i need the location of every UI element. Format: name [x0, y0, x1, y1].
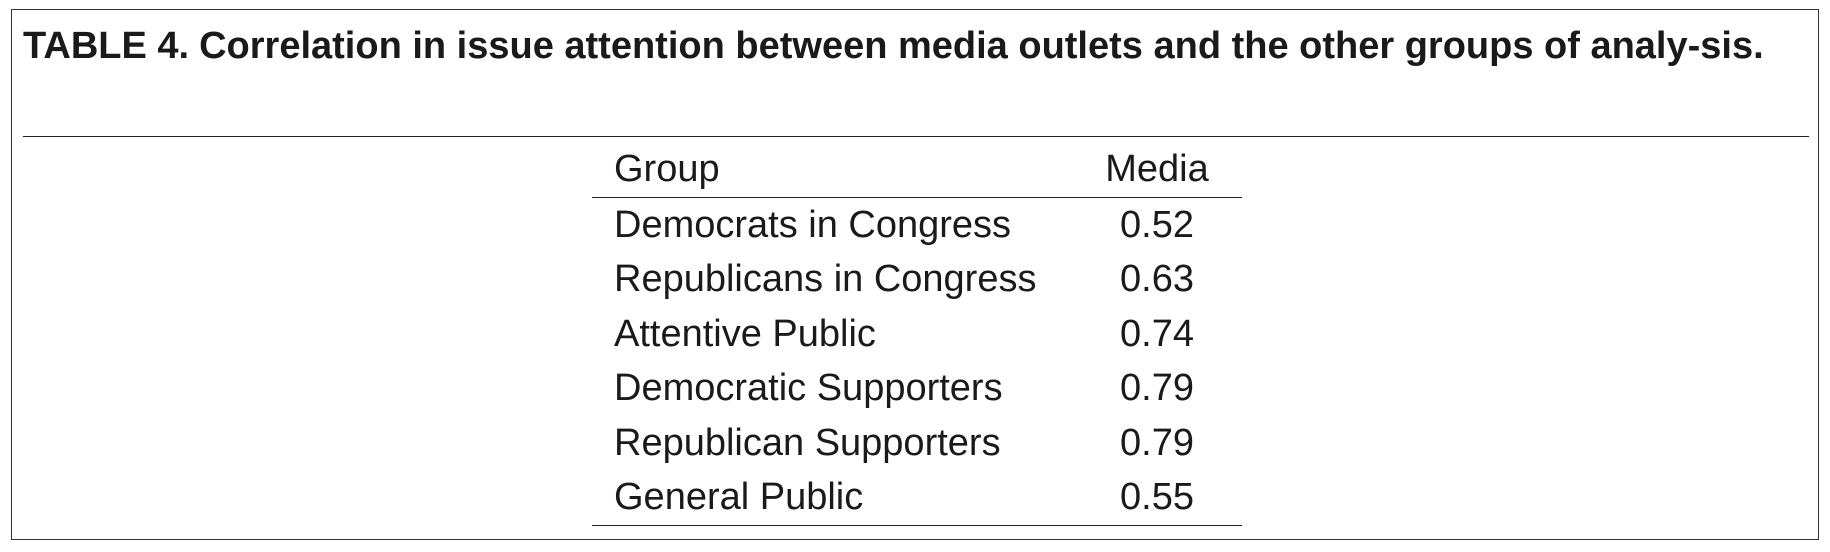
row-media-value: 0.55 — [1120, 476, 1194, 518]
caption-text: Correlation in issue attention between m… — [199, 25, 1764, 67]
row-media-value: 0.52 — [1120, 203, 1194, 246]
table-row: Democratic Supporters 0.79 — [592, 361, 1242, 416]
header-media: Media — [1105, 148, 1209, 190]
row-media-value: 0.63 — [1120, 258, 1194, 300]
caption-rule — [23, 136, 1809, 137]
row-group-label: Democratic Supporters — [614, 367, 1003, 409]
row-group-label: Republicans in Congress — [614, 258, 1037, 300]
row-group-label: Republican Supporters — [614, 421, 1001, 464]
row-media-value: 0.79 — [1120, 421, 1194, 464]
row-media-value: 0.74 — [1120, 312, 1194, 355]
table-frame — [11, 9, 1819, 540]
table-row: General Public 0.55 — [592, 470, 1242, 525]
table-caption: TABLE 4. Correlation in issue attention b… — [23, 20, 1813, 73]
table-row: Republican Supporters 0.79 — [592, 416, 1242, 471]
row-group-label: General Public — [614, 476, 864, 518]
table-row: Democrats in Congress 0.52 — [592, 197, 1242, 252]
row-media-value: 0.79 — [1120, 367, 1194, 409]
header-group: Group — [614, 148, 720, 190]
row-group-label: Attentive Public — [614, 312, 876, 355]
correlation-table: Group Media Democrats in Congress 0.52 R… — [592, 142, 1242, 526]
table-row: Republicans in Congress 0.63 — [592, 252, 1242, 307]
table-row: Attentive Public 0.74 — [592, 307, 1242, 362]
table-label: TABLE 4. — [23, 25, 190, 67]
row-group-label: Democrats in Congress — [614, 203, 1012, 246]
table-header-row: Group Media — [592, 142, 1242, 197]
table-container: Group Media Democrats in Congress 0.52 R… — [592, 142, 1242, 526]
